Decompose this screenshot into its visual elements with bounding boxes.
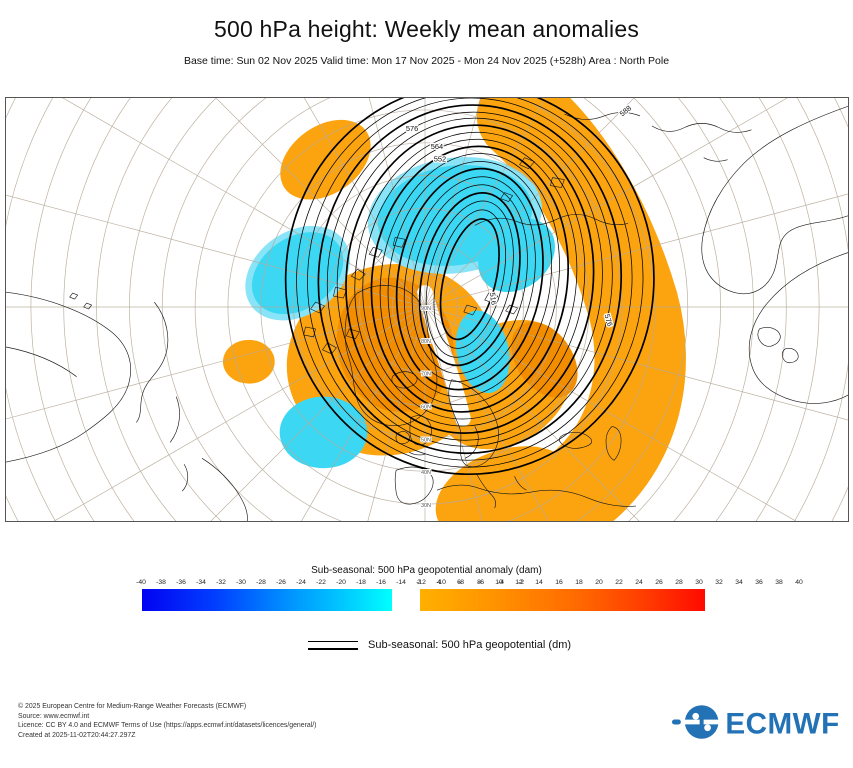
legend-label: Sub-seasonal: 500 hPa geopotential (dm) [368,639,572,651]
colorbar-tick: -4 [497,579,505,586]
colorbar-tick: 10 [495,579,503,586]
lat-label-60n: 60N [421,405,431,411]
coastlines [6,105,848,521]
graticule [6,98,848,521]
contour-label-564: 564 [431,142,443,151]
colorbar-tick: -32 [216,579,226,586]
colorbar-tick: 2 [417,579,421,586]
colorbar-ticks-negative: -40 -38 -36 -34 -32 -30 -28 -26 -24 -22 -20 -18 -16-… [131,579,524,588]
latitude-labels: 90N 80N 70N 60N 50N 40N 30N [420,305,432,510]
colorbar-tick: -10 [436,579,446,586]
lat-label-50n: 50N [421,437,431,443]
anomaly-map: 576 564 552 588 516 576 90N 80N 70N 60N … [5,97,849,522]
colorbar-tick: 38 [775,579,783,586]
colorbar-tick: 8 [477,579,481,586]
lat-label-90n: 90N [421,306,431,312]
colorbar-tick: -18 [356,579,366,586]
negative-anomaly-fills [251,164,555,469]
colorbar-title: Sub-seasonal: 500 hPa geopotential anoma… [311,565,542,576]
lat-label-70n: 70N [421,372,431,378]
footer-source: Source: www.ecmwf.int [18,712,90,720]
contour-label-588: 588 [618,104,633,119]
colorbar-tick: -8 [457,579,465,586]
contour-label-576: 576 [406,124,418,133]
colorbar-tick: -40 [136,579,146,586]
map-canvas: 576 564 552 588 516 576 90N 80N 70N 60N … [6,98,848,521]
colorbar-tick: 20 [595,579,603,586]
page-title: 500 hPa height: Weekly mean anomalies [213,16,640,42]
colorbar-tick: 26 [655,579,663,586]
contour-label-552: 552 [434,155,446,164]
colorbar-tick: -38 [156,579,166,586]
contour-rings-thin [296,98,644,468]
colorbar-tick: 18 [575,579,583,586]
colorbar-tick: -28 [256,579,266,586]
colorbar-tick: -30 [236,579,246,586]
colorbar-tick: 36 [755,579,763,586]
contour-rings-thick [284,98,655,476]
colorbar-tick: -34 [196,579,206,586]
colorbar-tick: 16 [555,579,563,586]
legend-thin-line [308,641,358,642]
legend-thick-line [308,648,358,650]
colorbar-tick: 12 [515,579,523,586]
colorbar-negative-gradient [142,589,392,611]
colorbar-tick: 4 [437,579,441,586]
colorbar-tick: -12 [416,579,426,586]
colorbar-tick: 40 [795,579,803,586]
colorbar-tick: -22 [316,579,326,586]
colorbar-tick: 30 [695,579,703,586]
colorbar-positive-gradient [420,589,705,611]
footer: © 2025 European Centre for Medium-Range … [18,702,316,740]
contour-label-516: 516 [488,292,499,306]
colorbar-tick: -2 [517,579,525,586]
colorbar-tick: -14 [396,579,406,586]
footer-copyright: © 2025 European Centre for Medium-Range … [18,703,247,710]
colorbar-tick: -36 [176,579,186,586]
colorbar-tick: 28 [675,579,683,586]
page-subtitle: Base time: Sun 02 Nov 2025 Valid time: M… [183,55,670,67]
colorbar-tick: 14 [535,579,543,586]
colorbar-tick: -6 [477,579,485,586]
ecmwf-logo-graphic: ECMWF [671,705,839,740]
lat-label-80n: 80N [421,339,431,345]
colorbar-tick: 34 [735,579,743,586]
colorbar-tick: 22 [615,579,623,586]
footer-licence: Licence: CC BY 4.0 and ECMWF Terms of Us… [18,722,317,730]
ecmwf-logo: ECMWF [671,702,839,742]
footer-created-at: Created at 2025-11-02T20:44:27.297Z [18,731,136,739]
colorbar-tick: -16 [376,579,386,586]
colorbar-tick: 24 [635,579,643,586]
colorbar-tick: 32 [715,579,723,586]
ecmwf-logo-text: ECMWF [725,707,839,740]
colorbar-tick: -24 [296,579,306,586]
colorbar-ticks-positive: 2 4 6 8 10 12 14 16 18 20 22 24 26 28 30 32 34 36 38 40 [409,579,803,588]
colorbar-tick: -26 [276,579,286,586]
ecmwf-flag-icon [671,705,721,739]
lat-label-40n: 40N [421,470,431,476]
lat-label-30n: 30N [421,503,431,509]
colorbar-tick: -20 [336,579,346,586]
colorbar-tick: 6 [457,579,461,586]
